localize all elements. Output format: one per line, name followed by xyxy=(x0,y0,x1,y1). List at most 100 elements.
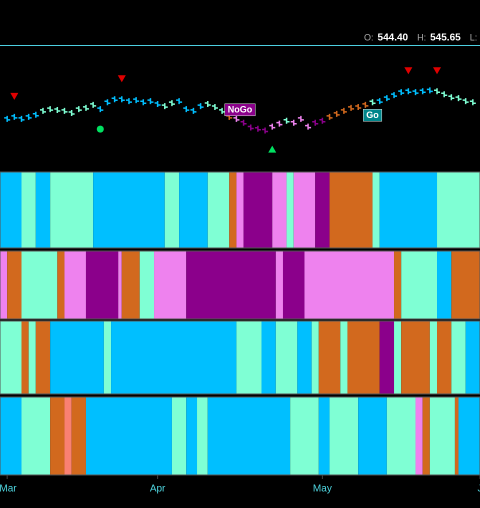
price-bar xyxy=(82,104,89,111)
regime-segment xyxy=(186,251,276,319)
regime-segment xyxy=(275,321,298,394)
annotation-label: NoGo xyxy=(228,105,253,115)
regime-segment xyxy=(154,251,187,319)
price-bar xyxy=(161,103,168,110)
regime-segment xyxy=(358,397,387,475)
price-bar xyxy=(133,97,140,104)
price-bar xyxy=(276,120,283,127)
regime-segment xyxy=(318,397,330,475)
price-bar xyxy=(355,104,362,111)
price-bar xyxy=(32,111,39,118)
regime-segment xyxy=(236,172,244,248)
price-bar xyxy=(233,115,240,122)
price-bar xyxy=(362,101,369,108)
regime-segment xyxy=(0,321,22,394)
regime-segment xyxy=(290,397,319,475)
price-bar xyxy=(68,109,75,116)
regime-segment xyxy=(197,397,208,475)
regime-segment xyxy=(401,251,438,319)
price-bar xyxy=(18,115,25,122)
regime-segment xyxy=(451,321,466,394)
regime-segment xyxy=(272,172,287,248)
price-bar xyxy=(269,123,276,130)
price-bar xyxy=(240,119,247,126)
band-frame xyxy=(0,396,480,476)
regime-segment xyxy=(179,172,208,248)
regime-segment xyxy=(379,172,438,248)
price-bar xyxy=(154,101,161,108)
regime-segment xyxy=(318,321,341,394)
regime-segment xyxy=(64,397,72,475)
price-bar xyxy=(168,100,175,107)
regime-segment xyxy=(347,321,380,394)
regime-segment xyxy=(103,321,112,394)
regime-segment xyxy=(275,251,283,319)
price-bar xyxy=(247,124,254,131)
price-bar xyxy=(283,117,290,124)
price-bar xyxy=(319,117,326,124)
price-bar xyxy=(326,113,333,120)
regime-segment xyxy=(111,321,237,394)
regime-segment xyxy=(118,251,122,319)
price-bar xyxy=(469,99,476,106)
price-bar xyxy=(39,107,46,114)
regime-segment xyxy=(21,397,51,475)
price-bar xyxy=(97,106,104,113)
regime-segment xyxy=(121,251,140,319)
regime-segment xyxy=(139,251,155,319)
regime-segment xyxy=(379,321,395,394)
price-bar xyxy=(254,125,261,132)
price-bar xyxy=(426,87,433,94)
regime-segment xyxy=(429,321,438,394)
regime-segment xyxy=(315,172,330,248)
regime-segment xyxy=(329,397,359,475)
price-bar xyxy=(398,89,405,96)
price-bar xyxy=(75,106,82,113)
regime-segment xyxy=(50,397,65,475)
price-bar xyxy=(4,115,11,122)
price-bar xyxy=(405,88,412,95)
x-tick-label: J xyxy=(478,484,480,495)
regime-segment xyxy=(171,397,187,475)
regime-segment xyxy=(372,172,380,248)
regime-segment xyxy=(207,172,230,248)
regime-segment xyxy=(458,397,480,475)
price-bar xyxy=(297,115,304,122)
regime-segment xyxy=(236,321,262,394)
regime-segment xyxy=(186,397,198,475)
regime-segment xyxy=(454,397,459,475)
regime-segment xyxy=(229,172,237,248)
regime-segment xyxy=(297,321,312,394)
price-bar xyxy=(183,106,190,113)
price-bar xyxy=(391,92,398,99)
price-bar xyxy=(448,94,455,101)
signal-marker xyxy=(268,145,277,153)
x-tick-label: May xyxy=(313,484,332,495)
regime-segment xyxy=(0,251,8,319)
annotation-badge xyxy=(363,109,383,122)
price-bar xyxy=(204,101,211,108)
band-frame xyxy=(0,171,480,249)
regime-segment xyxy=(243,172,273,248)
regime-segment xyxy=(286,172,294,248)
price-bar xyxy=(211,104,218,111)
regime-segment xyxy=(35,321,51,394)
regime-segment xyxy=(71,397,86,475)
header-label: H: xyxy=(417,32,426,42)
price-bar xyxy=(111,96,118,103)
price-bar xyxy=(262,127,269,134)
regime-segment xyxy=(164,172,180,248)
price-bar xyxy=(305,123,312,130)
annotation-badge xyxy=(224,103,256,117)
regime-segment xyxy=(394,321,402,394)
regime-segment xyxy=(0,172,22,248)
price-bar xyxy=(125,98,132,105)
price-bar xyxy=(176,98,183,105)
price-bar xyxy=(376,98,383,105)
x-tick-label: Mar xyxy=(0,484,17,495)
price-bar xyxy=(47,106,54,113)
signal-marker xyxy=(404,67,413,75)
price-bar xyxy=(383,95,390,102)
price-bar xyxy=(54,106,61,113)
regime-segment xyxy=(465,321,480,394)
